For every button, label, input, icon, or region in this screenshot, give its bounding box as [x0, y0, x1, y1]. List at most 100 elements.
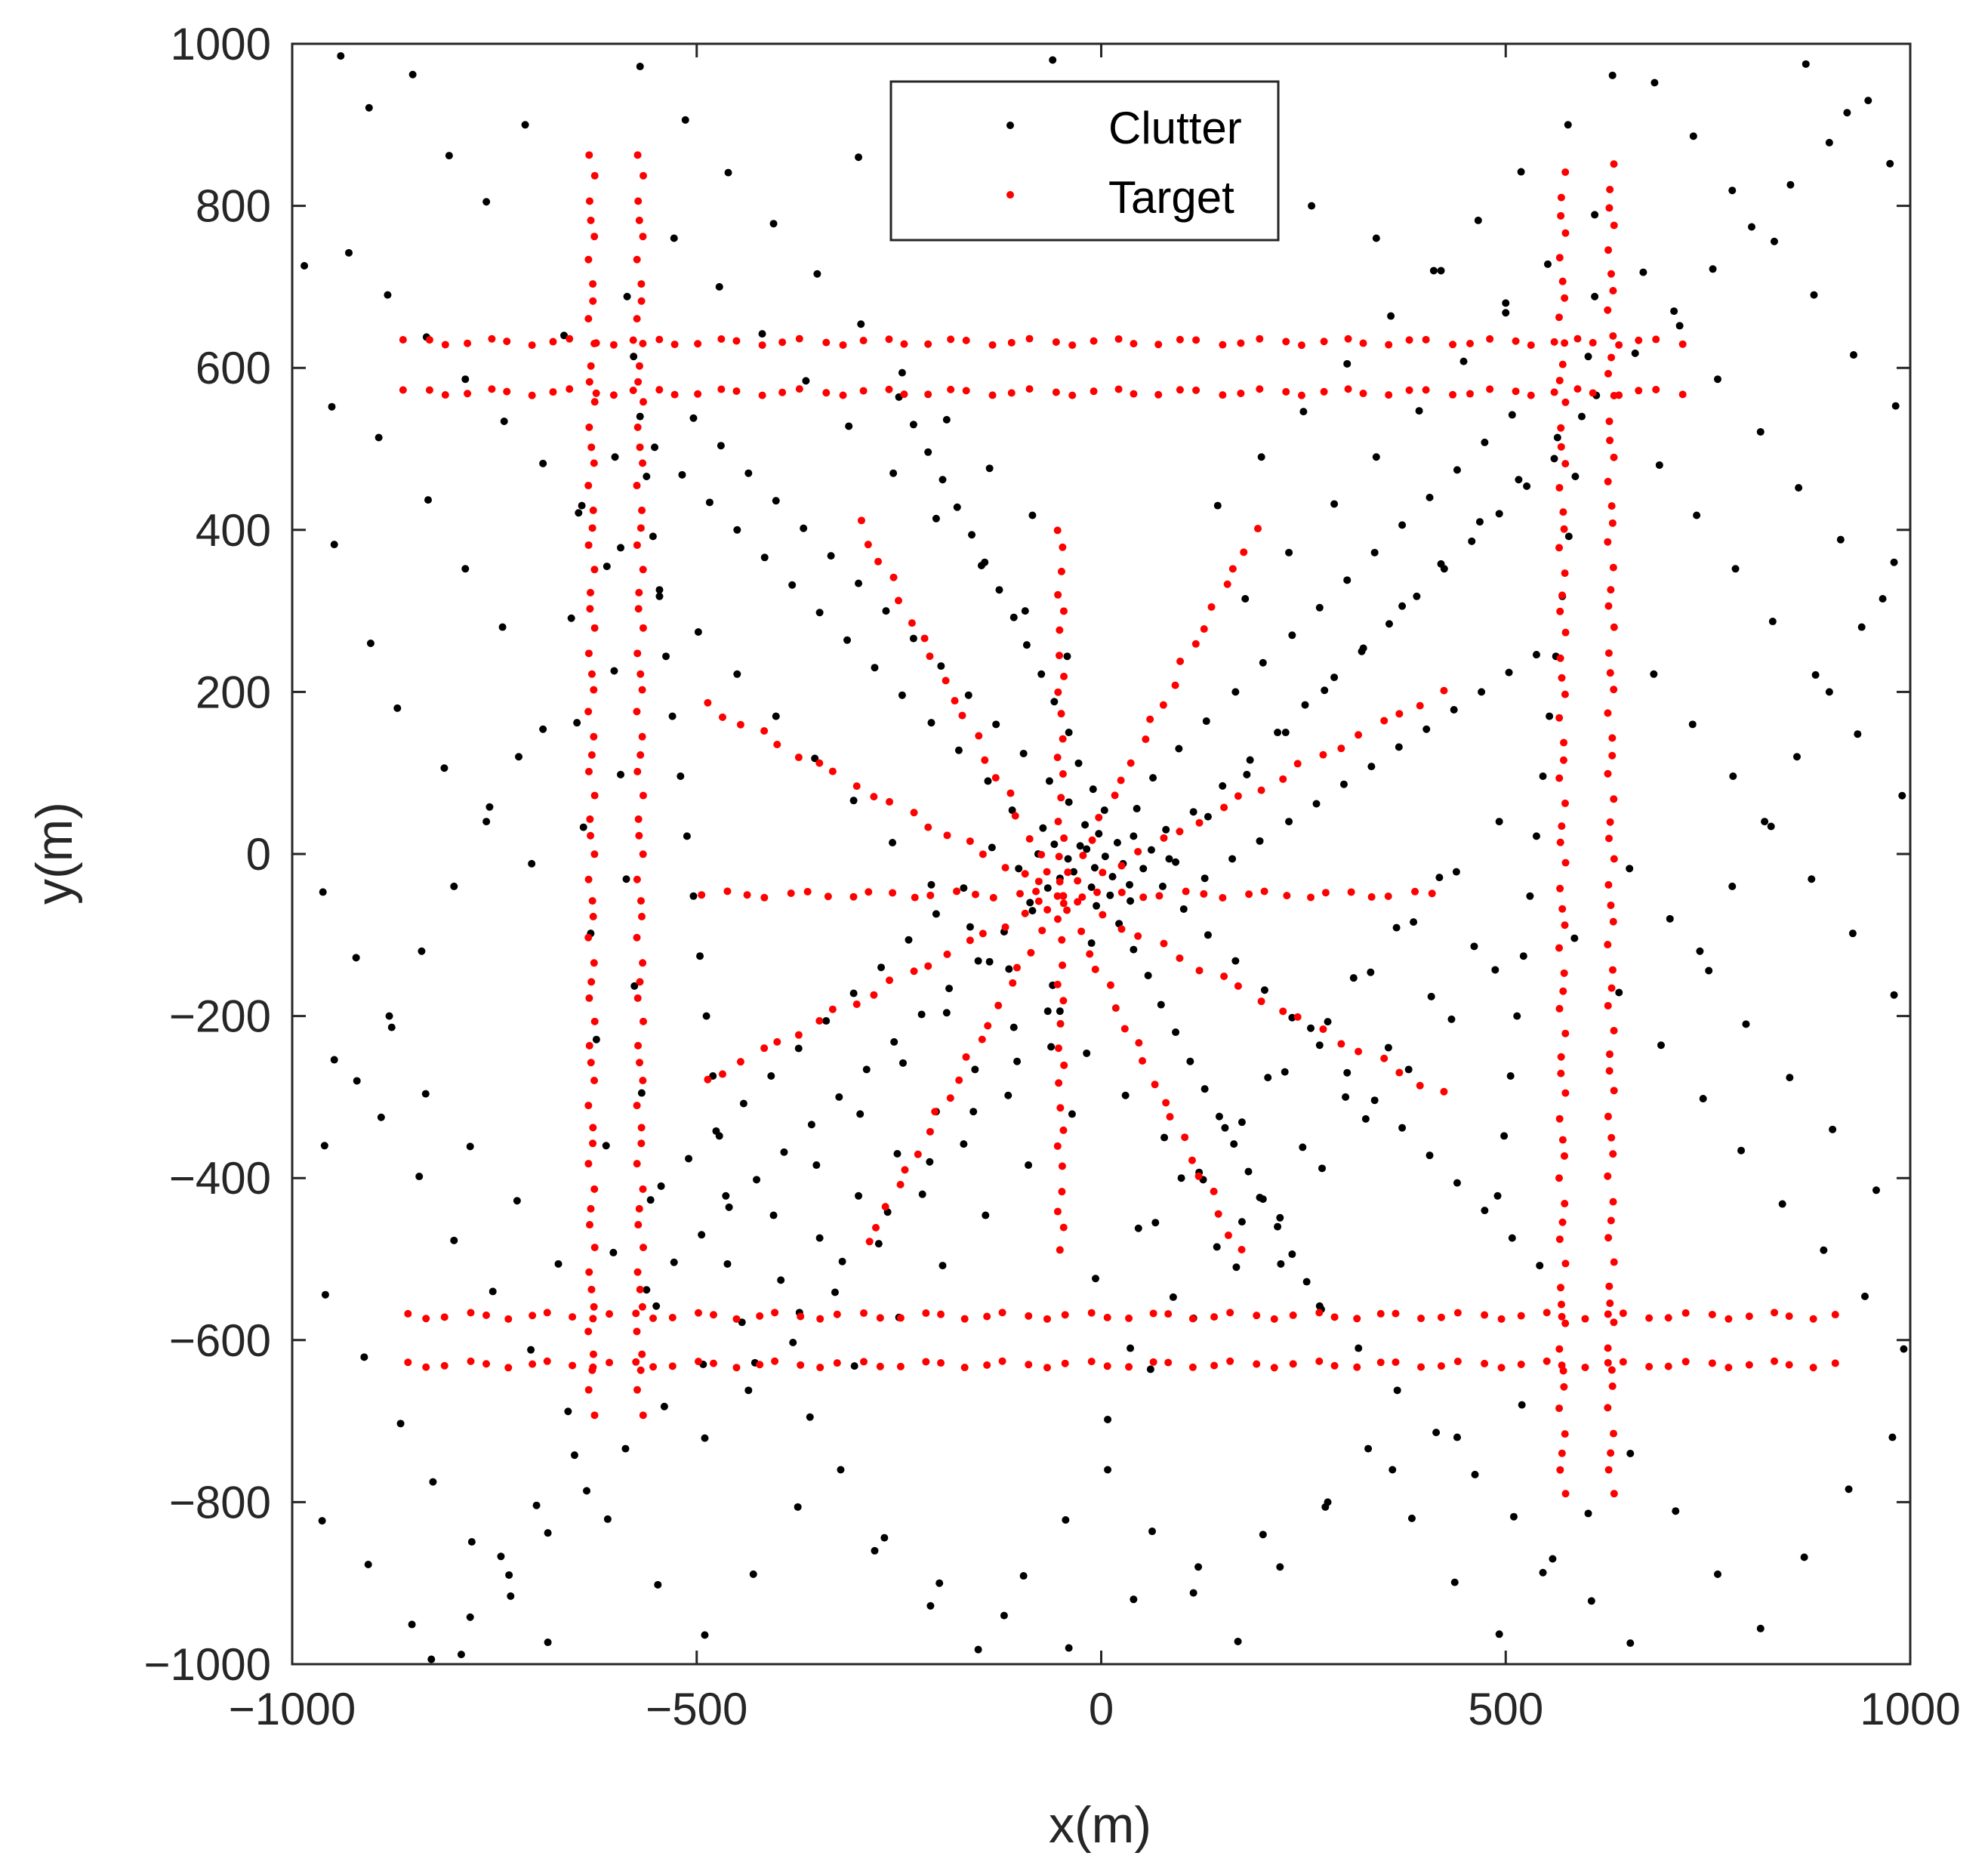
target-point [1411, 887, 1419, 896]
clutter-point [1264, 1074, 1272, 1082]
target-point [1708, 1310, 1716, 1318]
target-point [1615, 391, 1623, 399]
target-point [1059, 735, 1067, 743]
target-point [1021, 909, 1029, 917]
target-point [1130, 340, 1138, 348]
target-point [1054, 590, 1062, 599]
target-point [732, 1364, 741, 1372]
target-point [633, 1102, 641, 1110]
clutter-point [1518, 1401, 1526, 1409]
clutter-point [1495, 818, 1503, 826]
clutter-point [521, 121, 529, 129]
target-point [1134, 932, 1142, 940]
clutter-point [1089, 785, 1097, 794]
clutter-point [1426, 1151, 1434, 1160]
target-point [633, 933, 641, 942]
target-point [1556, 884, 1564, 892]
target-point [1559, 508, 1567, 516]
clutter-point [1447, 1015, 1456, 1023]
y-tick-label: −600 [169, 1315, 271, 1366]
target-point [962, 387, 970, 395]
target-point [756, 1361, 764, 1369]
target-point [638, 912, 646, 920]
clutter-point [1308, 202, 1316, 210]
target-point [1555, 774, 1564, 782]
clutter-point [1213, 1243, 1221, 1251]
target-point [1234, 792, 1242, 800]
target-point [1809, 1364, 1817, 1372]
clutter-point [1064, 855, 1072, 863]
target-point [1440, 1087, 1448, 1096]
target-point [1058, 1162, 1066, 1170]
target-point [979, 850, 987, 859]
target-point [1561, 1259, 1570, 1268]
clutter-point [1802, 60, 1810, 68]
clutter-point [1101, 852, 1109, 861]
clutter-point [1398, 521, 1407, 529]
target-point [865, 888, 873, 896]
clutter-point [1688, 720, 1697, 729]
target-point [1043, 868, 1051, 876]
target-point [606, 1310, 614, 1318]
target-point [1558, 1361, 1566, 1370]
target-point [771, 1309, 779, 1317]
clutter-point [621, 1444, 630, 1453]
clutter-point [1761, 818, 1769, 826]
target-point [889, 573, 898, 581]
clutter-point [1339, 780, 1348, 788]
clutter-point [1571, 472, 1580, 480]
clutter-point [1387, 312, 1395, 320]
clutter-point [515, 753, 523, 761]
clutter-point [1372, 453, 1380, 461]
target-point [1176, 657, 1185, 665]
target-point [592, 389, 600, 397]
clutter-point [733, 526, 741, 534]
target-point [590, 1302, 598, 1311]
target-point [590, 171, 599, 180]
clutter-point [1532, 651, 1540, 659]
clutter-point [1367, 763, 1376, 771]
clutter-point [1299, 1143, 1307, 1151]
clutter-point [889, 469, 898, 477]
target-point [698, 891, 706, 899]
target-point [1063, 906, 1071, 914]
clutter-point [622, 875, 630, 883]
target-point [704, 698, 712, 707]
clutter-point [995, 586, 1003, 594]
target-point [1609, 1198, 1617, 1206]
target-point [637, 1139, 646, 1148]
target-point [795, 385, 803, 393]
target-point [1557, 211, 1565, 220]
target-point [585, 1268, 593, 1276]
target-point [399, 335, 407, 344]
target-point [1154, 341, 1163, 349]
clutter-point [450, 882, 458, 890]
target-point [1160, 939, 1168, 948]
target-point [1060, 834, 1068, 843]
clutter-point [1065, 1644, 1073, 1652]
target-point [1245, 890, 1253, 899]
clutter-point [964, 691, 972, 699]
target-point [1125, 1363, 1133, 1371]
target-point [1550, 338, 1558, 346]
target-point [464, 339, 472, 347]
target-point [639, 624, 647, 632]
clutter-point [1121, 1091, 1130, 1099]
target-point [926, 891, 935, 899]
target-point [670, 390, 679, 399]
target-point [1007, 389, 1016, 397]
clutter-point [738, 1318, 746, 1327]
clutter-point [789, 1339, 797, 1347]
clutter-point [874, 1240, 883, 1248]
clutter-point [457, 1651, 465, 1659]
target-point [1561, 1029, 1570, 1037]
clutter-point [321, 1290, 329, 1299]
target-point [1001, 864, 1009, 872]
target-point [1605, 204, 1614, 212]
target-point [585, 994, 593, 1002]
target-point [584, 1102, 593, 1110]
clutter-point [1133, 804, 1141, 812]
target-point [924, 823, 932, 831]
clutter-point [353, 1077, 361, 1085]
clutter-point [1756, 427, 1765, 436]
